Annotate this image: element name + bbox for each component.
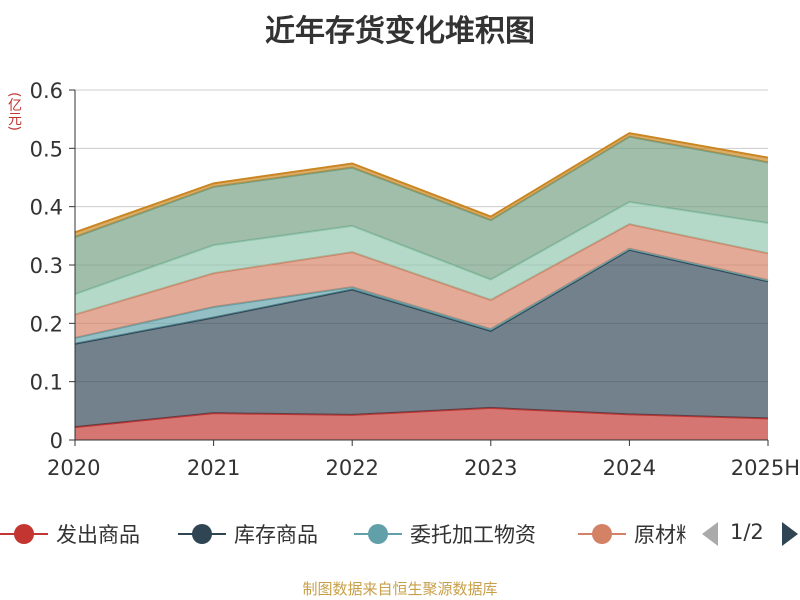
legend-swatch-icon (578, 516, 626, 552)
y-tick-label: 0.4 (30, 196, 63, 220)
y-axis-unit-label: (亿元) (6, 92, 22, 131)
data-source-footer: 制图数据来自恒生聚源数据库 (302, 580, 498, 598)
area-series-1 (75, 249, 768, 428)
legend-item-consigned-materials[interactable]: 委托加工物资 (354, 516, 536, 552)
legend-label: 委托加工物资 (410, 523, 536, 547)
legend-label: 库存商品 (234, 523, 318, 547)
legend-swatch-icon (354, 516, 402, 552)
legend-item-shipped-goods[interactable]: 发出商品 (0, 516, 140, 552)
legend-swatch-icon (178, 516, 226, 552)
y-tick-label: 0.1 (30, 371, 63, 395)
area-series-4 (75, 202, 768, 315)
chart-title: 近年存货变化堆积图 (265, 14, 535, 49)
area-series-5 (75, 136, 768, 295)
legend-label: 原材料 (634, 523, 686, 547)
series-line-2 (74, 247, 769, 339)
x-tick-label: 2020 (47, 456, 100, 480)
chevron-left-icon[interactable] (702, 522, 718, 546)
x-tick-label: 2023 (464, 456, 517, 480)
legend-item-raw-materials[interactable]: 原材料 (578, 516, 686, 552)
area-series-3 (75, 224, 768, 338)
area-series-6 (75, 133, 768, 237)
y-tick-label: 0.2 (30, 312, 63, 336)
y-tick-label: 0 (50, 429, 63, 453)
y-tick-label: 0.5 (30, 137, 63, 161)
legend-swatch-icon (0, 516, 48, 552)
legend-page-indicator: 1/2 (730, 520, 764, 544)
x-tick-label: 2025H (731, 456, 800, 480)
series-line-6 (74, 132, 769, 234)
legend-item-inventory-goods[interactable]: 库存商品 (178, 516, 318, 552)
legend-pager: 1/2 (700, 516, 800, 552)
legend-label: 发出商品 (56, 523, 140, 547)
x-tick-label: 2022 (325, 456, 378, 480)
series-line-3 (74, 223, 769, 316)
y-tick-label: 0.3 (30, 254, 63, 278)
chevron-right-icon[interactable] (782, 522, 798, 546)
x-tick-label: 2021 (187, 456, 240, 480)
y-tick-label: 0.6 (30, 79, 63, 103)
x-tick-label: 2024 (603, 456, 656, 480)
legend: 发出商品 库存商品 委托加工物资 原材料 (0, 516, 800, 556)
area-series-0 (75, 407, 768, 440)
